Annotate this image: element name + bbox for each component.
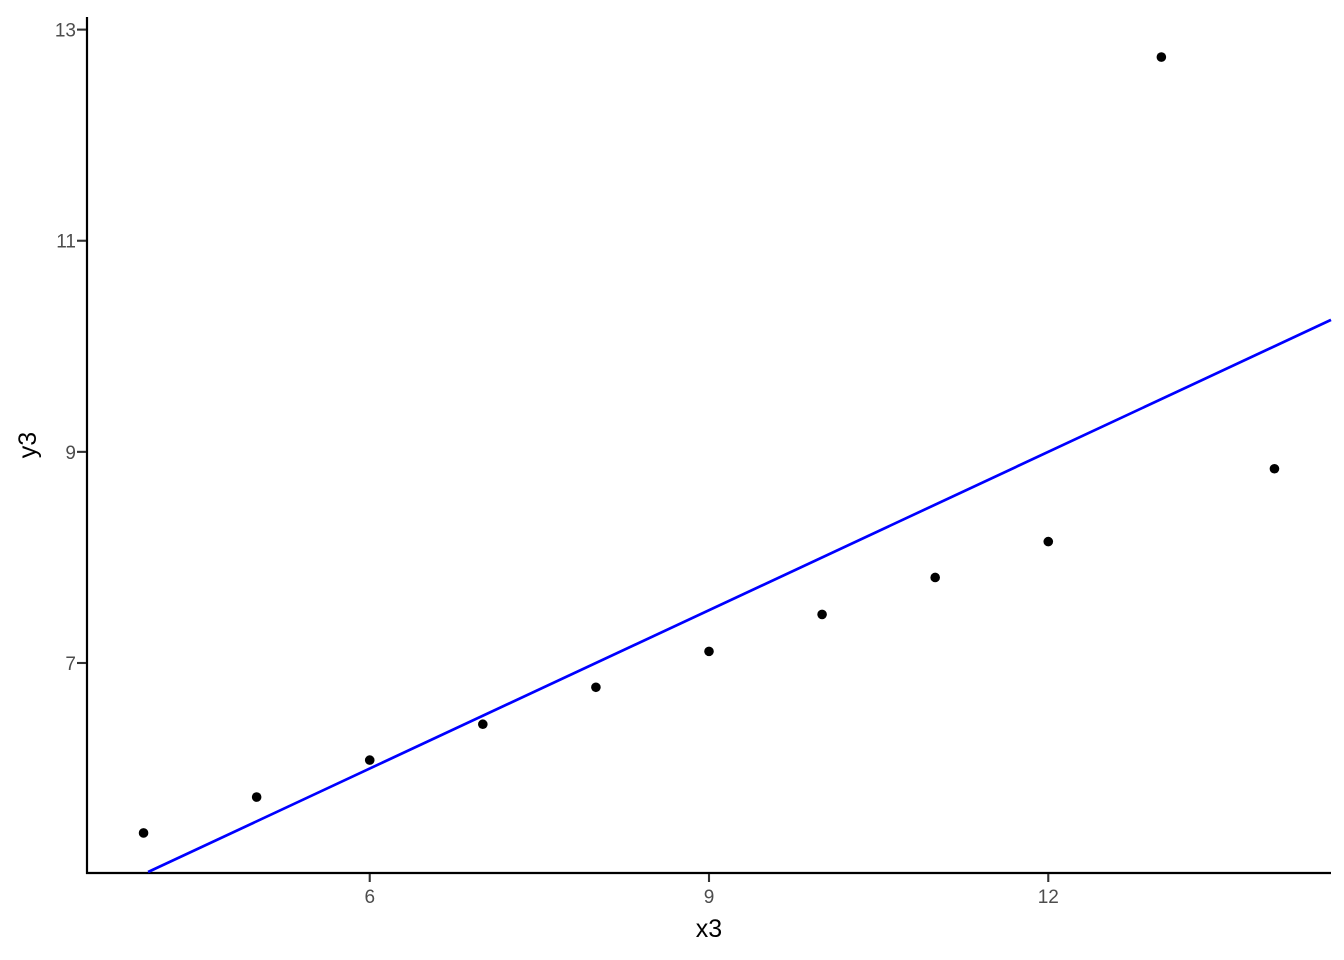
axis-tick-labels: 6 9 12 7 9 11 13: [55, 21, 1059, 908]
data-point: [1156, 52, 1167, 62]
x-tick-label: 12: [1038, 887, 1059, 908]
y-tick-label: 11: [56, 232, 76, 253]
data-point: [1043, 536, 1054, 547]
data-point: [704, 646, 714, 657]
data-point: [591, 682, 601, 693]
regression-line-layer: [147, 318, 1332, 874]
y-tick-label: 7: [65, 654, 76, 675]
y-tick-label: 13: [55, 21, 76, 42]
x-axis-title: x3: [696, 915, 722, 943]
data-point: [1269, 463, 1280, 474]
y-axis-title: y3: [14, 432, 42, 458]
x-tick-label: 6: [364, 887, 375, 908]
data-point: [478, 719, 488, 730]
data-point: [138, 828, 149, 838]
x-tick-label: 9: [704, 887, 715, 908]
data-point: [930, 572, 940, 583]
regression-line: [147, 318, 1332, 874]
data-point: [817, 609, 827, 620]
axis-lines: [85, 17, 1331, 875]
axis-ticks: [77, 28, 1050, 882]
data-points-layer: [138, 52, 1280, 838]
data-point: [251, 792, 262, 802]
y-tick-label: 9: [65, 443, 76, 464]
data-point: [364, 755, 375, 765]
